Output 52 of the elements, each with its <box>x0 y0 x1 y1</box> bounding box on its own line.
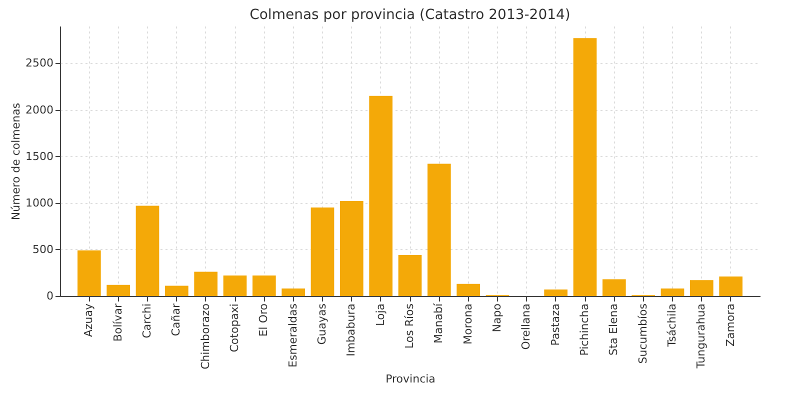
x-tick-label: Orellana <box>520 304 533 350</box>
bar <box>602 279 626 296</box>
x-tick-label: Tungurahua <box>694 304 708 370</box>
y-axis-title: Número de colmenas <box>10 102 23 220</box>
x-tick-label: Carchi <box>140 304 154 338</box>
x-tick-label: Sta Elena <box>607 304 620 356</box>
y-tick-label: 500 <box>32 242 54 256</box>
bar <box>310 208 334 296</box>
bar <box>573 38 597 296</box>
y-tick-label: 0 <box>46 290 54 302</box>
x-tick-label: Zamora <box>724 304 737 346</box>
x-tick-label: Bolívar <box>111 303 124 342</box>
bar <box>398 255 422 296</box>
bar <box>252 276 276 296</box>
bar <box>136 206 160 296</box>
x-tick-label: Los Ríos <box>403 303 416 349</box>
y-tick-label: 2000 <box>26 103 54 116</box>
x-tick-label: Morona <box>461 304 474 344</box>
y-tick-label: 1000 <box>26 196 54 210</box>
x-tick-label: Sucumbíos <box>636 303 650 364</box>
bar <box>165 286 188 296</box>
x-tick-label: Pastaza <box>548 304 562 346</box>
bar <box>456 284 480 296</box>
bar <box>223 276 247 296</box>
bar <box>78 250 101 296</box>
x-axis-title: Provincia <box>386 372 436 386</box>
chart-title: Colmenas por provincia (Catastro 2013-2014) <box>250 7 570 23</box>
bar <box>690 280 714 296</box>
bar <box>194 272 218 296</box>
bar <box>369 96 392 296</box>
x-tick-label: Chimborazo <box>198 303 212 370</box>
x-tick-label: El Oro <box>257 303 270 337</box>
bar <box>282 288 305 296</box>
bar <box>719 276 742 296</box>
y-tick-label: 2500 <box>26 56 54 70</box>
x-tick-label: Pichincha <box>578 304 591 356</box>
bar <box>428 164 451 296</box>
x-tick-label: Azuay <box>82 303 96 338</box>
x-tick-label: Napo <box>490 303 504 332</box>
x-tick-label: Loja <box>374 304 387 326</box>
x-tick-label: Tsáchila <box>666 304 678 348</box>
x-tick-label: Esmeraldas <box>286 303 300 368</box>
bar <box>340 201 364 296</box>
bar <box>544 289 568 296</box>
x-tick-label: Cañar <box>170 303 183 336</box>
y-tick-label: 1500 <box>26 150 54 163</box>
bar <box>660 288 684 296</box>
x-tick-label: Manabí <box>432 302 446 344</box>
x-tick-label: Cotopaxi <box>228 304 241 352</box>
bar <box>106 284 130 296</box>
x-tick-label: Guayas <box>316 303 328 345</box>
x-tick-label: Imbabura <box>344 304 358 356</box>
